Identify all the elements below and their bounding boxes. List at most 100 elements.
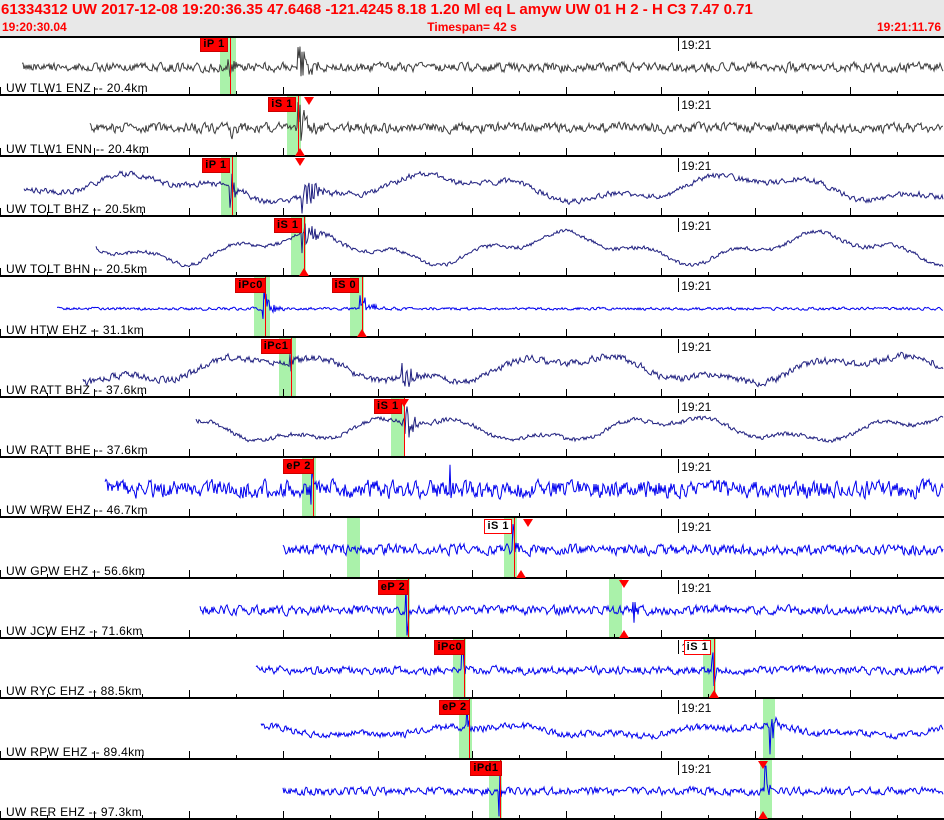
minute-time-label: 19:21 [681, 279, 712, 293]
station-channel-label: UW TOLT BHZ -- 20.5km [6, 202, 147, 216]
pick-line[interactable] [407, 579, 409, 639]
axis-tick-major [94, 329, 95, 338]
trace-row[interactable] [0, 639, 944, 699]
axis-tick-major [283, 268, 284, 277]
pick-label[interactable]: iS 1 [374, 399, 402, 414]
axis-tick-minor [897, 393, 898, 398]
pick-label[interactable]: iS 0 [331, 278, 360, 293]
minute-time-tick [678, 580, 679, 594]
axis-tick-minor [708, 393, 709, 398]
axis-tick-major [0, 208, 1, 217]
pick-line[interactable] [500, 760, 502, 820]
minute-time-tick [678, 700, 679, 714]
pick-line[interactable] [298, 96, 300, 157]
trace-row[interactable] [0, 157, 944, 217]
pick-label[interactable]: eP 2 [439, 700, 470, 715]
pick-label[interactable]: iPc0 [235, 278, 266, 293]
axis-tick-major [189, 268, 190, 277]
waveform [0, 458, 944, 518]
axis-tick-major [566, 148, 567, 157]
pick-label[interactable]: iS 1 [484, 519, 513, 534]
axis-tick-major [661, 389, 662, 398]
pick-line[interactable] [514, 518, 516, 579]
axis-tick-major [472, 690, 473, 699]
station-channel-label: UW RATT BHZ -- 37.6km [6, 383, 148, 397]
axis-tick-minor [802, 91, 803, 96]
pick-line[interactable] [265, 277, 267, 338]
axis-tick-major [472, 509, 473, 518]
pick-label[interactable]: iS 1 [683, 640, 712, 655]
axis-tick-minor [802, 212, 803, 217]
axis-tick-major [661, 630, 662, 639]
amplitude-marker-up-icon [757, 811, 768, 819]
axis-tick-minor [425, 694, 426, 699]
plot-top-border [0, 36, 944, 38]
pick-label[interactable]: iPc1 [260, 339, 292, 354]
axis-tick-major [850, 509, 851, 518]
trace-row[interactable] [0, 518, 944, 579]
trace-row[interactable] [0, 277, 944, 338]
pick-line[interactable] [313, 458, 315, 518]
axis-tick-minor [425, 393, 426, 398]
axis-tick-minor [425, 212, 426, 217]
axis-tick-major [0, 811, 1, 820]
axis-tick-minor [614, 393, 615, 398]
pick-line[interactable] [469, 699, 471, 760]
axis-tick-major [661, 87, 662, 96]
axis-tick-major [755, 690, 756, 699]
pick-line[interactable] [404, 398, 406, 458]
axis-tick-minor [330, 272, 331, 277]
minute-time-label: 19:21 [681, 38, 712, 52]
trace-row[interactable] [0, 579, 944, 639]
axis-tick-major [94, 570, 95, 579]
axis-tick-minor [47, 574, 48, 579]
axis-tick-major [189, 811, 190, 820]
pick-line[interactable] [232, 157, 234, 217]
pick-label[interactable]: iPc0 [434, 640, 466, 655]
axis-tick-major [378, 630, 379, 639]
pick-line[interactable] [361, 277, 363, 338]
axis-tick-major [283, 389, 284, 398]
axis-tick-minor [236, 152, 237, 157]
pick-label[interactable]: iS 1 [273, 218, 302, 233]
minute-time-label: 19:21 [681, 159, 712, 173]
minute-time-label: 19:21 [681, 520, 712, 534]
axis-tick-minor [236, 453, 237, 458]
axis-tick-minor [330, 815, 331, 820]
axis-tick-major [566, 389, 567, 398]
axis-tick-minor [897, 513, 898, 518]
station-channel-label: UW RER EHZ -- 97.3km [6, 805, 143, 819]
axis-tick-minor [236, 393, 237, 398]
pick-label[interactable]: iS 1 [268, 97, 296, 112]
axis-tick-minor [236, 91, 237, 96]
axis-tick-major [94, 148, 95, 157]
axis-tick-major [94, 630, 95, 639]
trace-row[interactable] [0, 699, 944, 760]
pick-line[interactable] [230, 36, 232, 96]
minute-time-tick [678, 158, 679, 172]
trace-row[interactable] [0, 96, 944, 157]
axis-tick-major [94, 690, 95, 699]
pick-label[interactable]: iP 1 [200, 37, 228, 52]
axis-tick-major [566, 449, 567, 458]
axis-tick-major [755, 389, 756, 398]
pick-label[interactable]: eP 2 [283, 459, 314, 474]
pick-line[interactable] [303, 217, 305, 277]
trace-row[interactable] [0, 458, 944, 518]
axis-tick-major [850, 389, 851, 398]
waveform [0, 217, 944, 277]
pick-label[interactable]: iPd1 [470, 761, 502, 776]
pick-line[interactable] [464, 639, 466, 699]
pick-line[interactable] [290, 338, 292, 398]
minute-time-tick [678, 339, 679, 353]
trace-row[interactable] [0, 338, 944, 398]
trace-panel[interactable]: UW TLW1 ENZ -- 20.4km 19:21 iP 1 UW TLW1 EN… [0, 36, 944, 820]
axis-tick-major [189, 449, 190, 458]
pick-line[interactable] [713, 639, 715, 699]
window-end-time: 19:21:11.76 [876, 20, 941, 34]
trace-row[interactable] [0, 36, 944, 96]
pick-label[interactable]: iP 1 [202, 158, 230, 173]
pick-label[interactable]: eP 2 [377, 580, 409, 595]
trace-row[interactable] [0, 398, 944, 458]
trace-row[interactable] [0, 217, 944, 277]
